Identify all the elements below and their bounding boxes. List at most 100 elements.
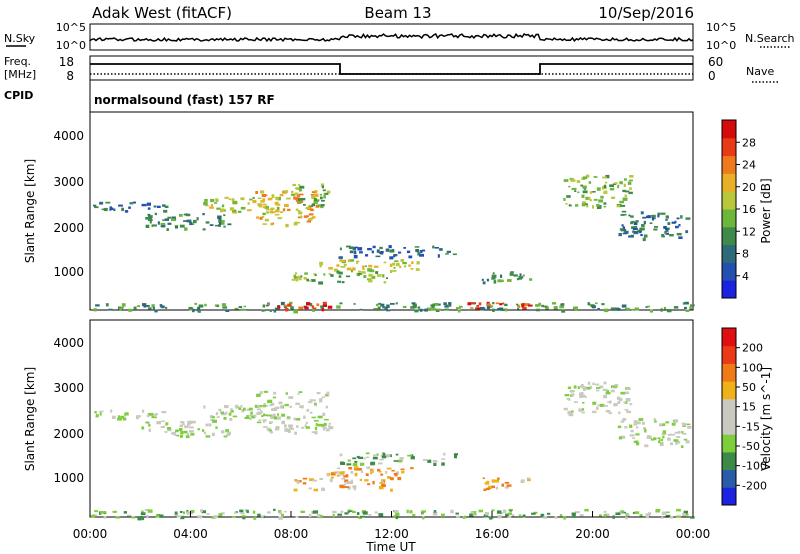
velocity-echo-cell xyxy=(268,429,272,432)
power-echo-cell xyxy=(263,194,268,196)
velocity-echo-cell xyxy=(249,414,252,417)
power-echo-cell xyxy=(197,309,201,313)
velocity-echo-cell xyxy=(340,510,344,513)
power-echo-cell xyxy=(568,185,571,188)
power-echo-cell xyxy=(293,309,298,314)
power-echo-cell xyxy=(410,306,416,309)
power-echo-cell xyxy=(306,278,310,282)
power-echo-cell xyxy=(359,251,363,254)
velocity-echo-cell xyxy=(603,394,607,399)
power-echo-cell xyxy=(600,195,604,199)
power-echo-cell xyxy=(411,261,414,264)
velocity-echo-cell xyxy=(256,412,260,415)
time-tick-label: 12:00 xyxy=(374,527,409,541)
noise-right-label: N.Search xyxy=(745,32,795,45)
velocity-echo-cell xyxy=(633,423,638,426)
velocity-ytick-4000: 4000 xyxy=(53,336,84,350)
velocity-echo-cell xyxy=(579,514,584,517)
power-echo-cell xyxy=(519,273,522,277)
velocity-echo-cell xyxy=(374,511,378,514)
power-echo-cell xyxy=(109,206,112,210)
velocity-echo-cell xyxy=(677,441,681,444)
power-echo-cell xyxy=(261,309,266,312)
power-echo-cell xyxy=(274,209,280,213)
power-echo-cell xyxy=(354,251,357,255)
velocity-echo-cell xyxy=(126,514,132,517)
power-echo-cell xyxy=(247,202,250,205)
power-echo-cell xyxy=(349,259,355,262)
velocity-echo-cell xyxy=(146,414,150,418)
power-echo-cell xyxy=(385,248,390,252)
power-echo-cell xyxy=(476,305,479,308)
power-echo-cell xyxy=(616,204,621,208)
velocity-echo-cell xyxy=(377,468,381,472)
velocity-echo-cell xyxy=(681,422,687,427)
power-echo-cell xyxy=(685,217,691,220)
velocity-colorbar-tick-label: 200 xyxy=(742,342,763,355)
power-echo-cell xyxy=(95,304,100,307)
power-echo-cell xyxy=(499,303,503,306)
power-echo-cell xyxy=(420,249,423,254)
power-echo-cell xyxy=(584,203,588,206)
power-echo-cell xyxy=(478,302,482,306)
power-echo-cell xyxy=(396,262,400,267)
velocity-echo-cell xyxy=(313,488,318,492)
power-echo-cell xyxy=(517,308,520,310)
power-echo-cell xyxy=(488,305,494,308)
power-echo-cell xyxy=(393,267,396,269)
velocity-echo-cell xyxy=(518,514,522,517)
velocity-echo-cell xyxy=(593,401,597,405)
power-echo-cell xyxy=(553,306,558,310)
velocity-echo-cell xyxy=(179,511,183,513)
power-echo-cell xyxy=(274,201,279,205)
velocity-echo-cell xyxy=(180,431,184,435)
velocity-echo-cell xyxy=(242,516,246,520)
velocity-echo-cell xyxy=(223,405,229,409)
power-echo-cell xyxy=(240,206,246,210)
velocity-echo-cell xyxy=(202,429,205,432)
power-echo-cell xyxy=(491,274,497,278)
velocity-echo-cell xyxy=(573,385,577,389)
power-echo-cell xyxy=(216,305,219,308)
power-echo-cell xyxy=(491,277,496,280)
power-echo-cell xyxy=(293,222,298,226)
velocity-colorbar-segment xyxy=(722,381,736,400)
power-echo-cell xyxy=(286,197,291,200)
velocity-echo-cell xyxy=(289,425,293,430)
power-echo-cell xyxy=(647,215,651,219)
power-echo-cell xyxy=(378,302,382,305)
power-echo-cell xyxy=(399,265,402,268)
velocity-echo-cell xyxy=(176,515,182,518)
power-echo-cell xyxy=(304,306,307,309)
power-echo-cell xyxy=(458,309,461,313)
velocity-echo-cell xyxy=(246,509,249,514)
velocity-echo-cell xyxy=(508,508,513,512)
velocity-echo-cell xyxy=(225,411,228,415)
velocity-echo-cell xyxy=(567,410,573,415)
power-echo-cell xyxy=(628,214,631,217)
velocity-echo-cell xyxy=(352,510,356,513)
power-echo-cell xyxy=(675,225,679,229)
velocity-colorbar-frame xyxy=(721,327,737,506)
power-echo-cell xyxy=(571,187,577,191)
power-echo-cell xyxy=(189,221,193,226)
velocity-echo-cell xyxy=(381,455,387,459)
power-echo-cell xyxy=(310,205,313,208)
velocity-echo-cell xyxy=(564,394,570,397)
velocity-echo-cell xyxy=(123,417,127,421)
power-echo-cell xyxy=(496,308,499,311)
power-echo-cell xyxy=(446,250,451,253)
power-echo-cell xyxy=(382,306,386,309)
power-echo-cell xyxy=(216,207,221,210)
velocity-echo-cell xyxy=(253,414,257,418)
velocity-echo-cell xyxy=(302,482,307,485)
power-echo-cell xyxy=(346,267,352,271)
power-echo-cell xyxy=(264,218,269,222)
velocity-echo-cell xyxy=(256,393,261,397)
velocity-colorbar-tick-label: 100 xyxy=(742,361,763,374)
velocity-echo-cell xyxy=(205,435,211,438)
power-echo-cell xyxy=(262,206,267,209)
velocity-echo-cell xyxy=(99,410,104,413)
velocity-echo-cell xyxy=(189,430,194,433)
velocity-echo-cell xyxy=(112,510,117,513)
